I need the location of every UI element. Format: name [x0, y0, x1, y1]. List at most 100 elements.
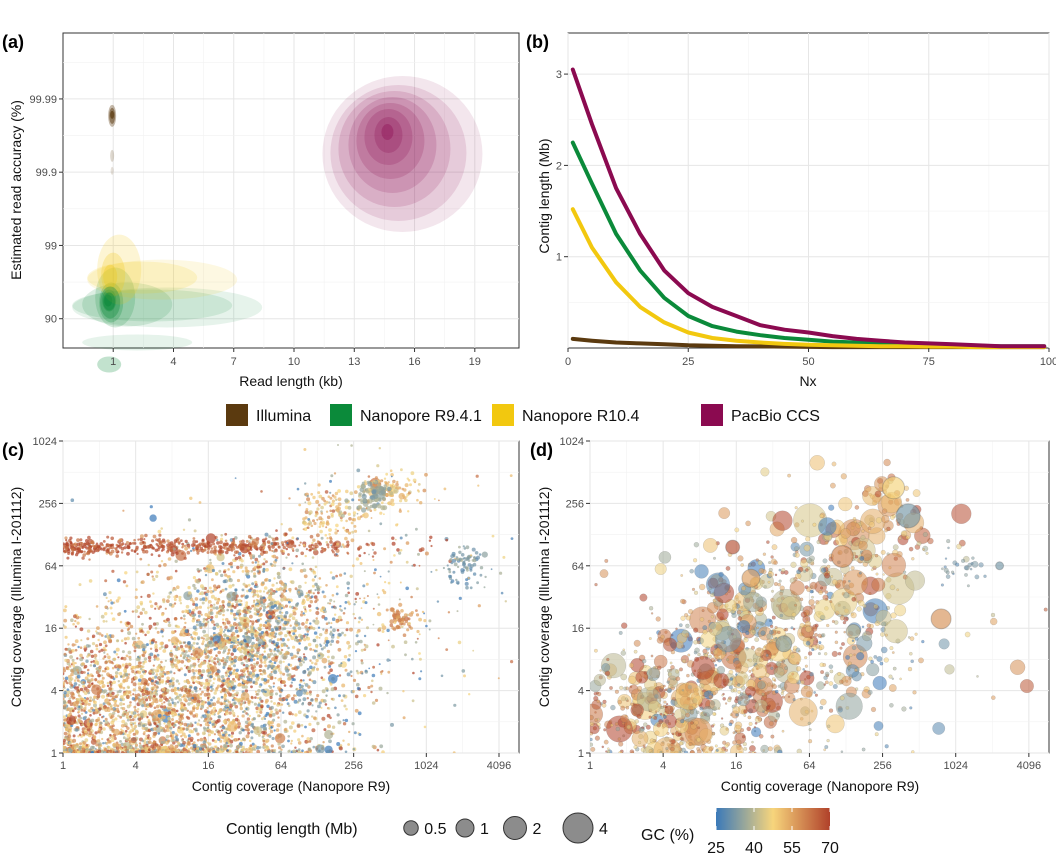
scatter-point — [206, 696, 210, 700]
scatter-point — [102, 540, 106, 543]
scatter-point — [256, 696, 260, 700]
scatter-point — [312, 570, 316, 573]
scatter-point — [103, 640, 107, 645]
scatter-point — [214, 614, 219, 619]
scatter-point — [95, 605, 99, 608]
panel-b-y-tick-label: 3 — [556, 69, 562, 81]
scatter-point — [403, 488, 407, 492]
scatter-point — [93, 696, 96, 699]
scatter-point — [119, 715, 123, 719]
scatter-point — [86, 697, 89, 701]
scatter-point — [247, 731, 251, 735]
scatter-point — [184, 539, 188, 544]
scatter-point — [251, 604, 255, 608]
scatter-point — [347, 512, 351, 516]
scatter-point — [383, 547, 387, 551]
scatter-point — [196, 589, 200, 593]
scatter-point — [298, 503, 302, 507]
scatter-point — [179, 751, 183, 753]
scatter-point — [332, 542, 337, 546]
scatter-point — [325, 622, 329, 625]
scatter-point — [363, 648, 367, 651]
scatter-point — [74, 749, 78, 753]
scatter-point — [137, 682, 141, 686]
scatter-point — [315, 510, 318, 514]
scatter-point — [69, 655, 73, 659]
scatter-point — [63, 715, 66, 719]
density-pacbio-level — [374, 116, 403, 153]
scatter-point — [239, 565, 243, 569]
scatter-point — [71, 643, 76, 647]
scatter-point — [126, 621, 130, 625]
scatter-point — [282, 660, 285, 663]
scatter-point — [186, 693, 191, 698]
scatter-point — [208, 650, 213, 655]
scatter-point — [167, 557, 172, 561]
scatter-point — [328, 739, 332, 744]
scatter-point — [86, 748, 89, 752]
scatter-point — [193, 657, 197, 661]
scatter-point — [352, 748, 356, 751]
scatter-point — [230, 734, 234, 738]
scatter-point — [345, 707, 348, 711]
scatter-point — [143, 657, 148, 661]
scatter-point — [206, 714, 210, 719]
scatter-point — [387, 481, 390, 484]
scatter-point — [228, 733, 231, 737]
scatter-point — [334, 706, 337, 710]
scatter-point — [346, 640, 350, 645]
scatter-point — [177, 713, 180, 716]
scatter-point — [87, 709, 91, 712]
scatter-point — [310, 524, 314, 528]
scatter-point — [149, 647, 153, 650]
scatter-point — [149, 728, 153, 731]
scatter-point — [94, 747, 97, 750]
scatter-point — [178, 698, 183, 702]
scatter-point — [281, 543, 285, 547]
scatter-point — [245, 734, 250, 739]
scatter-point — [325, 510, 329, 513]
density-r104-level — [103, 264, 118, 289]
scatter-point — [342, 694, 346, 698]
scatter-point — [171, 714, 175, 718]
scatter-point — [253, 668, 257, 672]
scatter-point — [221, 618, 225, 621]
scatter-point — [237, 678, 241, 681]
scatter-point — [211, 722, 215, 727]
scatter-point — [147, 748, 151, 752]
scatter-point — [327, 655, 330, 659]
legend-swatch-r941 — [330, 404, 352, 426]
scatter-point — [103, 655, 107, 659]
scatter-point — [304, 725, 307, 729]
scatter-point — [161, 702, 164, 705]
scatter-point — [154, 640, 158, 644]
scatter-point — [212, 706, 216, 710]
scatter-point — [253, 744, 257, 748]
scatter-point — [178, 726, 181, 730]
scatter-point — [183, 697, 187, 702]
scatter-point — [277, 686, 281, 690]
scatter-point — [78, 719, 82, 723]
scatter-point — [178, 669, 181, 672]
scatter-point — [216, 669, 221, 674]
scatter-point — [103, 689, 108, 693]
scatter-point — [200, 613, 203, 616]
scatter-point — [229, 667, 232, 671]
scatter-point — [457, 640, 462, 645]
scatter-point — [221, 605, 224, 609]
scatter-point — [288, 527, 293, 532]
scatter-point — [400, 609, 404, 613]
scatter-point — [103, 651, 106, 654]
scatter-point — [259, 710, 263, 714]
scatter-point — [283, 642, 286, 645]
scatter-point — [110, 601, 114, 605]
scatter-point — [308, 690, 312, 694]
scatter-point — [181, 651, 185, 655]
scatter-point — [192, 576, 196, 580]
scatter-point — [142, 662, 145, 665]
scatter-point — [123, 546, 127, 550]
scatter-point — [312, 745, 316, 749]
scatter-point — [271, 583, 275, 587]
scatter-point — [221, 588, 225, 592]
scatter-point — [202, 617, 206, 621]
